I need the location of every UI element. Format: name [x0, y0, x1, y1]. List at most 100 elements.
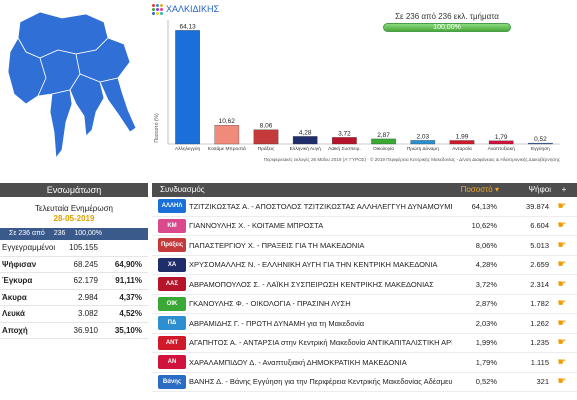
- summary-row: Έγκυρα 62.179 91,11%: [0, 273, 148, 290]
- summary-row-label: Έγκυρα: [2, 276, 33, 285]
- last-update-date: 28-05-2019: [53, 214, 95, 223]
- region-title: ΧΑΛΚΙΔΙΚΗΣ: [166, 4, 220, 14]
- party-logo: ΠΔ: [158, 316, 186, 331]
- summary-row-value: 3.082: [77, 309, 98, 318]
- chart-bar[interactable]: [175, 30, 200, 145]
- summary-row-value: 36.910: [73, 325, 98, 335]
- party-percent: 2,87%: [475, 299, 497, 309]
- party-votes: 1.262: [530, 318, 549, 328]
- table-row[interactable]: ΟΙΚ ΓΚΑΝΟΥΛΗΣ Φ. - ΟΙΚΟΛΟΓΙΑ - ΠΡΑΣΙΝΗ ΛΥ…: [152, 295, 577, 314]
- chart-hand-icon[interactable]: ☛: [557, 220, 567, 232]
- sort-desc-icon: ▾: [494, 185, 499, 194]
- chart-value-label: 0,52: [534, 136, 547, 143]
- chart-bar[interactable]: [253, 129, 279, 145]
- table-row[interactable]: ΑΝ ΧΑΡΑΛΑΜΠΙΔΟΥ Δ. - Αναπτυξιακή ΔΗΜΟΚΡΑΤ…: [152, 353, 577, 373]
- chart-hand-icon[interactable]: ☛: [557, 376, 567, 388]
- chart-bar[interactable]: [292, 136, 318, 145]
- count-bar-total: 236: [53, 230, 66, 237]
- party-name: ΑΒΡΑΜΟΠΟΥΛΟΣ Σ. - ΛΑΪΚΗ ΣΥΣΠΕΙΡΩΣΗ ΚΕΝΤΡ…: [189, 279, 434, 289]
- chart-bar[interactable]: [214, 125, 240, 145]
- party-votes: 1.782: [530, 299, 549, 309]
- map-area-west[interactable]: [7, 37, 47, 105]
- column-header-percent[interactable]: Ποσοστό ▾: [460, 185, 499, 194]
- table-row[interactable]: Βάνης ΒΑΝΗΣ Δ. - Βάνης Εγγύηση για την Πε…: [152, 373, 577, 392]
- summary-row: Αποχή 36.910 35,10%: [0, 323, 148, 339]
- party-logo: Πράξεις: [158, 238, 186, 253]
- chart-bar[interactable]: [371, 138, 396, 145]
- chart-category-label: Αναπτυξιακή: [488, 145, 515, 152]
- dots-grid-icon: [152, 3, 163, 15]
- party-votes: 39.874: [526, 201, 549, 211]
- chart-bar[interactable]: [488, 140, 514, 145]
- summary-row-value: 105.155: [69, 243, 98, 252]
- party-votes: 1.235: [530, 338, 549, 348]
- summary-header: Ενσωμάτωση: [0, 183, 148, 197]
- chart-value-label: 2,03: [416, 133, 429, 140]
- chart-bar[interactable]: [449, 140, 475, 145]
- party-percent: 4,28%: [475, 260, 497, 270]
- chart-hand-icon[interactable]: ☛: [557, 200, 567, 212]
- summary-row: Εγγεγραμμένοι 105.155: [0, 240, 148, 257]
- summary-row-label: Αποχή: [2, 325, 28, 335]
- chart-category-label: Αλληλεγγύη: [175, 145, 201, 152]
- summary-row: Ψήφισαν 68.245 64,90%: [0, 257, 148, 273]
- map-area-peninsula-1[interactable]: [49, 89, 73, 160]
- chart-value-label: 1,99: [456, 133, 469, 140]
- column-header-votes[interactable]: Ψήφοι: [528, 185, 551, 194]
- summary-panel: Ενσωμάτωση Τελευταία Ενημέρωση 28-05-201…: [0, 183, 148, 339]
- summary-row-value: 68.245: [73, 259, 98, 269]
- chart-hand-icon[interactable]: ☛: [557, 317, 567, 329]
- last-update-label: Τελευταία Ενημέρωση: [35, 204, 113, 213]
- table-row[interactable]: ΑΝΤ ΑΓΑΠΗΤΟΣ Α. - ΑΝΤΑΡΣΙΑ στην Κεντρική …: [152, 334, 577, 353]
- results-table: Συνδυασμός Ποσοστό ▾ Ψήφοι + ΑΛΛΗΛ ΤΖΙΤΖΙ…: [152, 183, 577, 392]
- column-header-party[interactable]: Συνδυασμός: [160, 185, 205, 194]
- table-row[interactable]: ΚΜ ΓΙΑΝΝΟΥΛΗΣ Χ. - ΚΟΙΤΑΜΕ ΜΠΡΟΣΤΑ 10,62% 6…: [152, 217, 577, 236]
- summary-row-label: Ψήφισαν: [2, 259, 37, 269]
- party-name: ΧΑΡΑΛΑΜΠΙΔΟΥ Δ. - Αναπτυξιακή ΔΗΜΟΚΡΑΤΙΚ…: [189, 357, 407, 367]
- chart-hand-icon[interactable]: ☛: [557, 298, 567, 310]
- party-percent: 64,13%: [471, 201, 497, 211]
- party-logo: ΟΙΚ: [158, 296, 186, 311]
- map-area-peninsula-2[interactable]: [69, 73, 105, 137]
- chart-hand-icon[interactable]: ☛: [557, 278, 567, 290]
- chart-bar[interactable]: [332, 137, 357, 145]
- party-name: ΤΖΙΤΖΙΚΩΣΤΑΣ Α. - ΑΠΟΣΤΟΛΟΣ ΤΖΙΤΖΙΚΩΣΤΑΣ…: [189, 201, 452, 211]
- chart-hand-icon[interactable]: ☛: [557, 337, 567, 349]
- table-row[interactable]: ΛΑΣ ΑΒΡΑΜΟΠΟΥΛΟΣ Σ. - ΛΑΪΚΗ ΣΥΣΠΕΙΡΩΣΗ ΚΕ…: [152, 275, 577, 295]
- table-row[interactable]: Πράξεις ΠΑΠΑΣΤΕΡΓΙΟΥ Χ. - ΠΡΑΞΕΙΣ ΓΙΑ ΤΗ …: [152, 236, 577, 256]
- chart-value-label: 1,79: [495, 134, 508, 141]
- party-name: ΓΚΑΝΟΥΛΗΣ Φ. - ΟΙΚΟΛΟΓΙΑ - ΠΡΑΣΙΝΗ ΛΥΣΗ: [189, 299, 351, 309]
- region-header: ΧΑΛΚΙΔΙΚΗΣ: [152, 3, 219, 15]
- party-votes: 5.013: [530, 240, 549, 250]
- summary-row-percent: 4,52%: [119, 309, 142, 318]
- chart-value-label: 2,87: [377, 132, 390, 139]
- expand-all-button[interactable]: +: [561, 185, 567, 194]
- summary-row-label: Εγγεγραμμένοι: [2, 243, 56, 252]
- chart-y-axis-label: Ποσοστό (%): [153, 113, 160, 143]
- table-row[interactable]: ΧΑ ΧΡΥΣΟΜΑΛΛΗΣ Ν. - ΕΛΛΗΝΙΚΗ ΑΥΓΗ ΓΙΑ ΤΗΝ…: [152, 256, 577, 275]
- chart-category-label: Πράξεις: [258, 145, 275, 152]
- chart-value-label: 10,62: [219, 118, 236, 125]
- region-map[interactable]: [0, 0, 140, 170]
- table-row[interactable]: ΠΔ ΑΒΡΑΜΙΔΗΣ Γ. - ΠΡΩΤΗ ΔΥΝΑΜΗ για τη Μακ…: [152, 314, 577, 334]
- chart-footer: Περιφερειακές εκλογές 26 Μαΐου 2019 (Α' …: [264, 156, 561, 162]
- table-row[interactable]: ΑΛΛΗΛ ΤΖΙΤΖΙΚΩΣΤΑΣ Α. - ΑΠΟΣΤΟΛΟΣ ΤΖΙΤΖΙΚ…: [152, 197, 577, 217]
- progress-fill: [384, 24, 510, 31]
- party-percent: 10,62%: [471, 221, 497, 231]
- chart-value-label: 3,72: [338, 130, 351, 137]
- chart-hand-icon[interactable]: ☛: [557, 356, 567, 368]
- map-area-peninsula-3[interactable]: [99, 77, 137, 133]
- summary-row-percent: [98, 240, 142, 256]
- count-bar-percent: 100,00%: [74, 230, 103, 237]
- chart-bar[interactable]: [410, 140, 436, 145]
- chart-bar[interactable]: [528, 142, 553, 145]
- chart-hand-icon[interactable]: ☛: [557, 239, 567, 251]
- summary-row-percent: 64,90%: [114, 259, 142, 269]
- chart-category-label: Πρώτη Δύναμη: [407, 145, 439, 152]
- party-votes: 2.314: [530, 279, 549, 289]
- party-name: ΑΒΡΑΜΙΔΗΣ Γ. - ΠΡΩΤΗ ΔΥΝΑΜΗ για τη Μακεδ…: [189, 318, 365, 328]
- chart-hand-icon[interactable]: ☛: [557, 259, 567, 271]
- summary-row-label: Άκυρα: [2, 292, 27, 302]
- chart-category-label: Ανταρσία: [452, 146, 472, 152]
- party-percent: 2,03%: [475, 318, 497, 328]
